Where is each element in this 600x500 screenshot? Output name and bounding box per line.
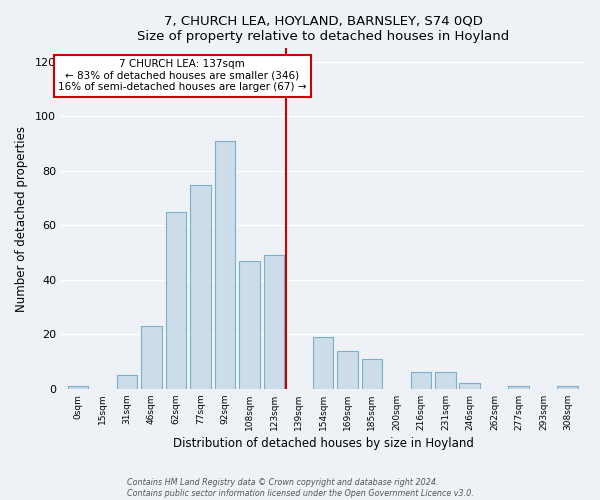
Text: Contains HM Land Registry data © Crown copyright and database right 2024.
Contai: Contains HM Land Registry data © Crown c… [127, 478, 473, 498]
Bar [116, 375, 137, 389]
Bar [435, 372, 456, 389]
Text: 7 CHURCH LEA: 137sqm
← 83% of detached houses are smaller (346)
16% of semi-deta: 7 CHURCH LEA: 137sqm ← 83% of detached h… [58, 59, 307, 92]
Bar [313, 337, 334, 389]
Bar [460, 384, 481, 389]
Bar [166, 212, 187, 389]
Bar [508, 386, 529, 389]
Bar [68, 386, 88, 389]
Bar [410, 372, 431, 389]
Bar [263, 256, 284, 389]
Title: 7, CHURCH LEA, HOYLAND, BARNSLEY, S74 0QD
Size of property relative to detached : 7, CHURCH LEA, HOYLAND, BARNSLEY, S74 0Q… [137, 15, 509, 43]
Bar [362, 359, 382, 389]
Y-axis label: Number of detached properties: Number of detached properties [15, 126, 28, 312]
X-axis label: Distribution of detached houses by size in Hoyland: Distribution of detached houses by size … [173, 437, 473, 450]
Bar [337, 350, 358, 389]
Bar [239, 261, 260, 389]
Bar [141, 326, 162, 389]
Bar [190, 184, 211, 389]
Bar [215, 141, 235, 389]
Bar [557, 386, 578, 389]
